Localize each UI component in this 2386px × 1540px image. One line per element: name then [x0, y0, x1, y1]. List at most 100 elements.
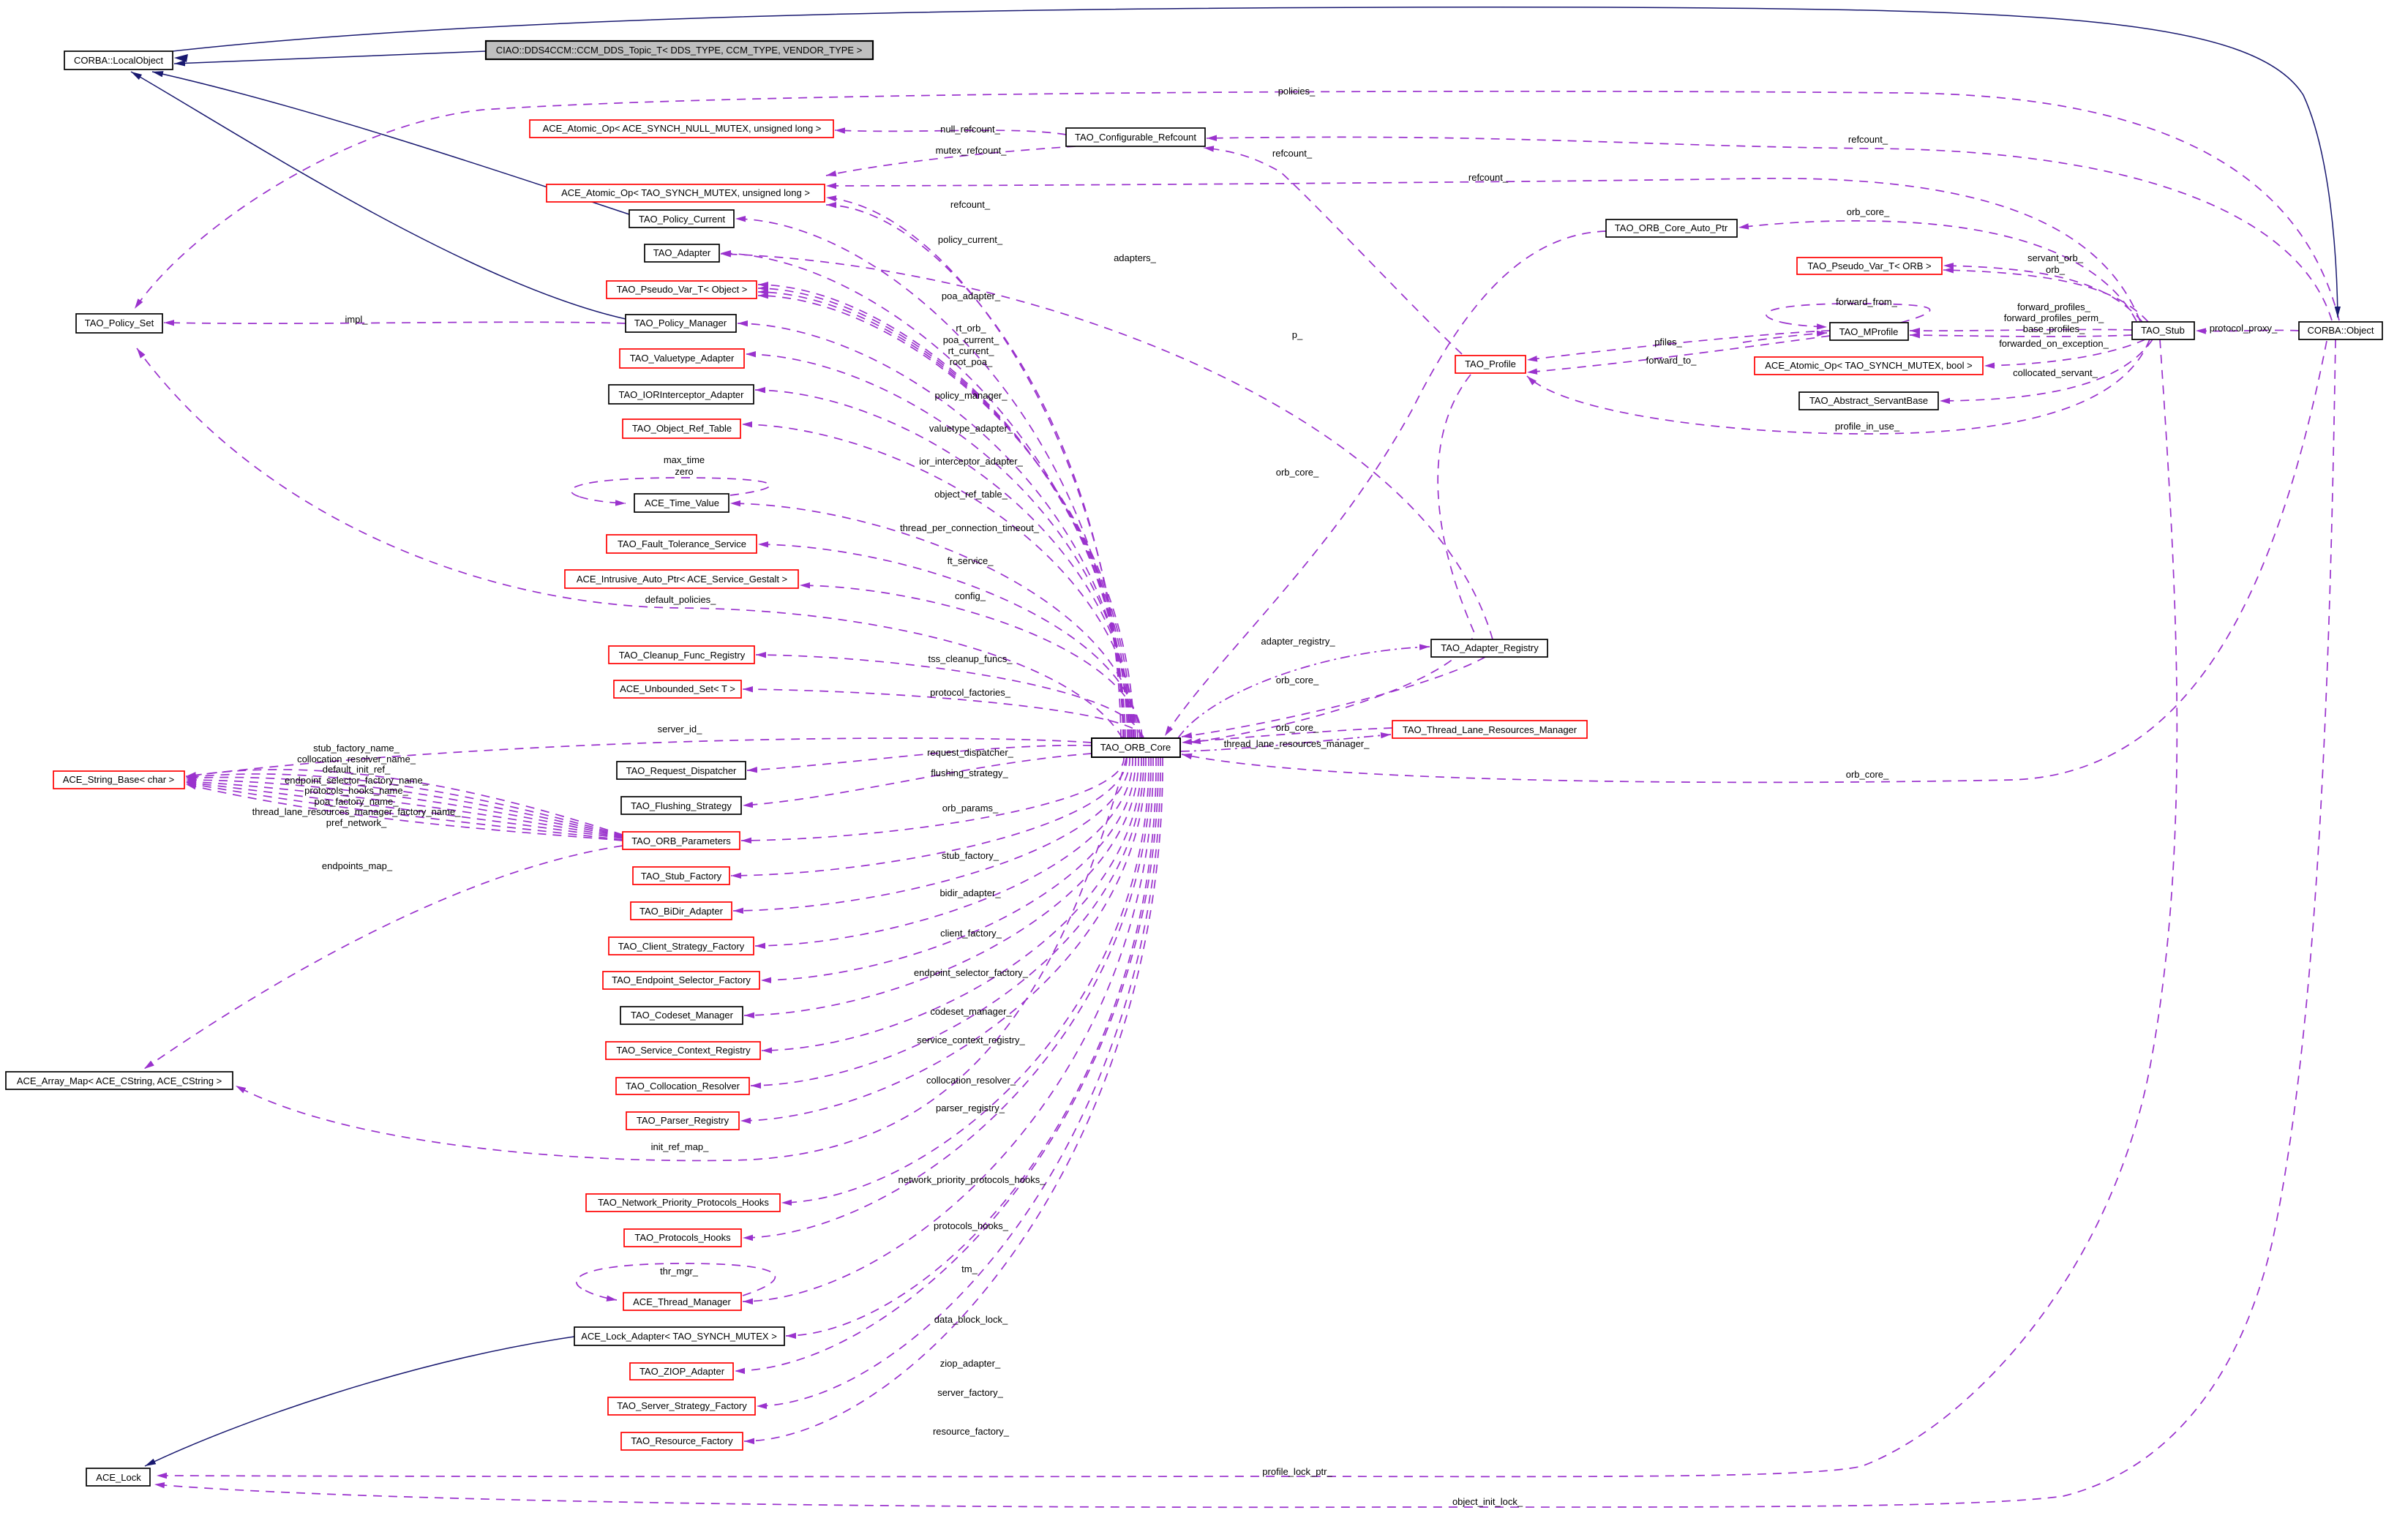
svg-text:impl_: impl_	[345, 314, 368, 325]
svg-text:TAO_Network_Priority_Protocols: TAO_Network_Priority_Protocols_Hooks	[598, 1197, 769, 1208]
svg-text:TAO_Policy_Current: TAO_Policy_Current	[639, 214, 726, 225]
svg-text:tm_: tm_	[961, 1263, 978, 1274]
svg-text:parser_registry_: parser_registry_	[936, 1103, 1005, 1113]
svg-text:TAO_Policy_Set: TAO_Policy_Set	[85, 318, 154, 328]
svg-text:ziop_adapter_: ziop_adapter_	[940, 1358, 1001, 1369]
svg-text:null_refcount_: null_refcount_	[940, 124, 1000, 135]
svg-text:pfiles_: pfiles_	[1654, 337, 1682, 348]
svg-text:ior_interceptor_adapter_: ior_interceptor_adapter_	[919, 456, 1023, 467]
svg-text:adapters_: adapters_	[1114, 252, 1157, 263]
svg-text:ACE_String_Base< char >: ACE_String_Base< char >	[63, 774, 174, 785]
svg-text:TAO_Thread_Lane_Resources_Mana: TAO_Thread_Lane_Resources_Manager	[1403, 724, 1577, 735]
svg-text:CORBA::LocalObject: CORBA::LocalObject	[74, 55, 163, 66]
svg-text:policy_current_: policy_current_	[938, 234, 1003, 245]
svg-text:TAO_Abstract_ServantBase: TAO_Abstract_ServantBase	[1809, 395, 1928, 406]
svg-text:default_init_ref_: default_init_ref_	[323, 764, 391, 775]
svg-text:TAO_Parser_Registry: TAO_Parser_Registry	[637, 1115, 729, 1126]
svg-text:collocation_resolver_: collocation_resolver_	[926, 1075, 1016, 1086]
svg-text:TAO_Stub: TAO_Stub	[2141, 325, 2185, 336]
svg-text:orb_core_: orb_core_	[1276, 675, 1319, 686]
svg-text:TAO_MProfile: TAO_MProfile	[1839, 326, 1899, 337]
svg-text:stub_factory_: stub_factory_	[942, 850, 999, 861]
svg-text:refcount_: refcount_	[1272, 148, 1313, 159]
svg-text:TAO_ORB_Parameters: TAO_ORB_Parameters	[631, 835, 731, 846]
svg-text:server_factory_: server_factory_	[937, 1387, 1003, 1398]
svg-text:ACE_Atomic_Op< TAO_SYNCH_MUTEX: ACE_Atomic_Op< TAO_SYNCH_MUTEX, bool >	[1765, 360, 1972, 371]
svg-text:ACE_Thread_Manager: ACE_Thread_Manager	[633, 1296, 731, 1307]
svg-text:mutex_refcount_: mutex_refcount_	[936, 145, 1008, 156]
svg-text:network_priority_protocols_hoo: network_priority_protocols_hooks_	[898, 1174, 1046, 1185]
svg-text:default_policies_: default_policies_	[645, 594, 717, 605]
svg-text:forward_to_: forward_to_	[1646, 355, 1697, 366]
svg-text:TAO_Object_Ref_Table: TAO_Object_Ref_Table	[632, 423, 732, 434]
svg-text:TAO_Configurable_Refcount: TAO_Configurable_Refcount	[1075, 132, 1196, 143]
svg-text:protocol_proxy_: protocol_proxy_	[2210, 323, 2278, 334]
svg-text:tss_cleanup_funcs_: tss_cleanup_funcs_	[928, 653, 1013, 664]
svg-text:TAO_ZIOP_Adapter: TAO_ZIOP_Adapter	[639, 1366, 725, 1377]
svg-text:poa_current_: poa_current_	[943, 334, 999, 345]
svg-text:poa_adapter_: poa_adapter_	[942, 290, 1001, 301]
svg-text:config_: config_	[955, 590, 986, 601]
svg-text:TAO_Profile: TAO_Profile	[1465, 358, 1516, 369]
svg-text:TAO_Policy_Manager: TAO_Policy_Manager	[634, 318, 727, 328]
svg-text:stub_factory_name_: stub_factory_name_	[313, 743, 400, 754]
svg-text:collocation_resolver_name_: collocation_resolver_name_	[297, 754, 416, 765]
svg-text:TAO_Collocation_Resolver: TAO_Collocation_Resolver	[626, 1081, 740, 1092]
svg-text:endpoints_map_: endpoints_map_	[322, 860, 393, 871]
svg-text:TAO_Adapter_Registry: TAO_Adapter_Registry	[1441, 642, 1539, 653]
svg-text:TAO_IORInterceptor_Adapter: TAO_IORInterceptor_Adapter	[618, 389, 744, 400]
svg-text:resource_factory_: resource_factory_	[933, 1426, 1010, 1437]
svg-text:pref_network_: pref_network_	[326, 817, 387, 828]
svg-text:protocols_hooks_: protocols_hooks_	[934, 1220, 1009, 1231]
svg-text:adapter_registry_: adapter_registry_	[1261, 636, 1335, 647]
svg-text:policy_manager_: policy_manager_	[934, 390, 1008, 401]
svg-text:orb_core_: orb_core_	[1847, 206, 1890, 217]
svg-text:orb_core_: orb_core_	[1846, 769, 1889, 780]
svg-text:TAO_Server_Strategy_Factory: TAO_Server_Strategy_Factory	[617, 1400, 747, 1411]
svg-text:protocol_factories_: protocol_factories_	[930, 687, 1011, 698]
svg-text:data_block_lock_: data_block_lock_	[934, 1314, 1008, 1325]
svg-text:endpoint_selector_factory_name: endpoint_selector_factory_name_	[285, 775, 429, 786]
svg-text:base_profiles_: base_profiles_	[2023, 323, 2085, 334]
svg-text:collocated_servant_: collocated_servant_	[2013, 367, 2098, 378]
svg-text:TAO_ORB_Core_Auto_Ptr: TAO_ORB_Core_Auto_Ptr	[1615, 222, 1728, 233]
svg-text:p_: p_	[1292, 329, 1303, 340]
svg-text:TAO_Service_Context_Registry: TAO_Service_Context_Registry	[616, 1045, 751, 1056]
svg-text:object_init_lock_: object_init_lock_	[1452, 1496, 1523, 1507]
svg-text:forward_profiles_: forward_profiles_	[2017, 301, 2090, 312]
svg-text:poa_factory_name_: poa_factory_name_	[315, 796, 399, 807]
svg-text:TAO_Pseudo_Var_T< Object >: TAO_Pseudo_Var_T< Object >	[617, 284, 748, 295]
svg-text:zero: zero	[675, 466, 693, 477]
svg-text:TAO_Flushing_Strategy: TAO_Flushing_Strategy	[631, 800, 732, 811]
svg-text:ACE_Lock_Adapter< TAO_SYNCH_MU: ACE_Lock_Adapter< TAO_SYNCH_MUTEX >	[581, 1331, 777, 1342]
svg-text:CORBA::Object: CORBA::Object	[2307, 325, 2374, 336]
svg-text:refcount_: refcount_	[1468, 172, 1509, 183]
svg-text:TAO_Codeset_Manager: TAO_Codeset_Manager	[631, 1010, 734, 1021]
svg-text:ACE_Unbounded_Set< T >: ACE_Unbounded_Set< T >	[620, 683, 735, 694]
svg-text:flushing_strategy_: flushing_strategy_	[931, 767, 1008, 778]
svg-text:rt_orb_: rt_orb_	[956, 323, 986, 334]
svg-text:request_dispatcher_: request_dispatcher_	[927, 747, 1014, 758]
svg-text:forwarded_on_exception_: forwarded_on_exception_	[1999, 338, 2109, 349]
svg-text:ACE_Intrusive_Auto_Ptr< ACE_Se: ACE_Intrusive_Auto_Ptr< ACE_Service_Gest…	[577, 574, 787, 585]
svg-text:init_ref_map_: init_ref_map_	[651, 1141, 710, 1152]
svg-text:TAO_Resource_Factory: TAO_Resource_Factory	[631, 1435, 733, 1446]
svg-text:refcount_: refcount_	[1848, 134, 1888, 145]
svg-text:ACE_Time_Value: ACE_Time_Value	[645, 497, 719, 508]
svg-text:TAO_Request_Dispatcher: TAO_Request_Dispatcher	[626, 765, 737, 776]
svg-text:thr_mgr_: thr_mgr_	[660, 1266, 699, 1277]
svg-text:thread_lane_resources_manager_: thread_lane_resources_manager_	[1224, 738, 1370, 749]
svg-text:ACE_Atomic_Op< ACE_SYNCH_NULL_: ACE_Atomic_Op< ACE_SYNCH_NULL_MUTEX, uns…	[543, 123, 822, 134]
svg-text:CIAO::DDS4CCM::CCM_DDS_Topic_T: CIAO::DDS4CCM::CCM_DDS_Topic_T< DDS_TYPE…	[496, 45, 863, 56]
svg-text:TAO_Client_Strategy_Factory: TAO_Client_Strategy_Factory	[618, 941, 745, 952]
svg-text:profile_in_use_: profile_in_use_	[1835, 421, 1900, 432]
svg-text:TAO_ORB_Core: TAO_ORB_Core	[1100, 742, 1171, 753]
svg-text:profile_lock_ptr_: profile_lock_ptr_	[1262, 1466, 1332, 1477]
svg-text:codeset_manager_: codeset_manager_	[930, 1006, 1012, 1017]
svg-text:max_time: max_time	[664, 454, 705, 465]
svg-text:policies_: policies_	[1278, 86, 1316, 97]
svg-text:TAO_BiDir_Adapter: TAO_BiDir_Adapter	[639, 906, 724, 917]
svg-text:rt_current_: rt_current_	[948, 345, 995, 356]
svg-text:TAO_Cleanup_Func_Registry: TAO_Cleanup_Func_Registry	[619, 650, 746, 661]
svg-text:orb_core_: orb_core_	[1276, 467, 1319, 478]
